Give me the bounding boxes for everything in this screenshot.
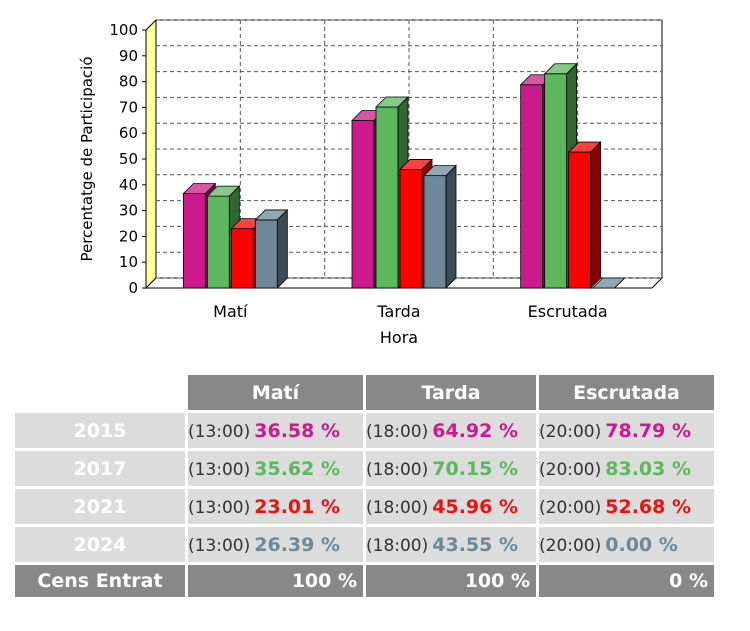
table-row: 2015 (13:00) 36.58 % (18:00) 64.92 % (20:0… xyxy=(15,413,714,448)
y-tick-label: 80 xyxy=(119,73,138,91)
cell-percentage: 52.68 % xyxy=(605,495,692,518)
table-cell: (18:00) 64.92 % xyxy=(366,413,536,448)
bar xyxy=(567,141,602,289)
row-year: 2021 xyxy=(15,489,185,524)
y-tick-label: 30 xyxy=(119,202,138,220)
cell-time: (20:00) xyxy=(539,459,602,480)
table-header-row: Matí Tarda Escrutada xyxy=(15,375,714,410)
y-tick-label: 0 xyxy=(128,279,138,297)
table-cell: (20:00) 78.79 % xyxy=(539,413,714,448)
bar-side xyxy=(445,164,457,289)
table-cell: (13:00) 35.62 % xyxy=(188,451,363,486)
bar-front xyxy=(399,169,423,289)
table-cell: (13:00) 23.01 % xyxy=(188,489,363,524)
table-row: 2021 (13:00) 23.01 % (18:00) 45.96 % (20:0… xyxy=(15,489,714,524)
cell-time: (13:00) xyxy=(188,459,251,480)
table-cell: (13:00) 26.39 % xyxy=(188,527,363,562)
bar-front xyxy=(568,151,592,289)
bar-side xyxy=(590,141,602,289)
table-cell: (18:00) 45.96 % xyxy=(366,489,536,524)
table-cell: (20:00) 83.03 % xyxy=(539,451,714,486)
cell-time: (20:00) xyxy=(539,421,602,442)
cell-time: (13:00) xyxy=(188,535,251,556)
table-row: 2017 (13:00) 35.62 % (18:00) 70.15 % (20:0… xyxy=(15,451,714,486)
cell-percentage: 26.39 % xyxy=(254,533,341,556)
bar xyxy=(423,164,457,289)
cell-time: (18:00) xyxy=(366,535,429,556)
cell-time: (13:00) xyxy=(188,421,251,442)
bar-front xyxy=(254,219,278,289)
column-header-escrutada: Escrutada xyxy=(539,375,714,410)
chart-axes xyxy=(142,29,147,289)
bar xyxy=(591,277,626,289)
cell-percentage: 83.03 % xyxy=(605,457,692,480)
column-header-mati: Matí xyxy=(188,375,363,410)
total-row: Cens Entrat 100 % 100 % 0 % xyxy=(15,565,714,597)
y-tick-label: 20 xyxy=(119,227,138,245)
cell-time: (20:00) xyxy=(539,497,602,518)
cell-time: (18:00) xyxy=(366,497,429,518)
participation-chart: 0 10 20 30 40 50 60 70 80 90 100 Matí Tarda Escrutada… xyxy=(78,18,664,347)
cell-percentage: 64.92 % xyxy=(432,419,519,442)
row-year: 2015 xyxy=(15,413,185,448)
cell-time: (13:00) xyxy=(188,497,251,518)
chart-labels: 0 10 20 30 40 50 60 70 80 90 100 Matí Tarda Escrutada… xyxy=(78,21,608,347)
bar-front xyxy=(351,120,375,289)
y-tick-label: 40 xyxy=(119,176,138,194)
bar xyxy=(254,208,289,289)
cell-time: (20:00) xyxy=(539,535,602,556)
table-cell: (18:00) 43.55 % xyxy=(366,527,536,562)
y-tick-label: 90 xyxy=(119,47,138,65)
bar-front xyxy=(206,195,230,289)
row-year: 2024 xyxy=(15,527,185,562)
table-row: 2024 (13:00) 26.39 % (18:00) 43.55 % (20:0… xyxy=(15,527,714,562)
cell-percentage: 36.58 % xyxy=(254,419,341,442)
bar-side xyxy=(276,208,288,289)
bar-front xyxy=(544,73,568,289)
x-tick-label: Matí xyxy=(213,302,248,321)
cell-time: (18:00) xyxy=(366,421,429,442)
cell-percentage: 35.62 % xyxy=(254,457,341,480)
y-tick-label: 10 xyxy=(119,253,138,271)
row-year: 2017 xyxy=(15,451,185,486)
bar-front xyxy=(375,106,399,289)
y-axis-title: Percentatge de Participació xyxy=(78,56,96,261)
table-cell: (20:00) 52.68 % xyxy=(539,489,714,524)
y-tick-label: 70 xyxy=(119,98,138,116)
cell-percentage: 78.79 % xyxy=(605,419,692,442)
y-tick-label: 100 xyxy=(109,21,138,39)
cell-time: (18:00) xyxy=(366,459,429,480)
cell-percentage: 43.55 % xyxy=(432,533,519,556)
y-tick-label: 50 xyxy=(119,150,138,168)
total-value: 100 % xyxy=(188,565,363,597)
table-cell: (13:00) 36.58 % xyxy=(188,413,363,448)
bar-front xyxy=(182,193,206,289)
cell-percentage: 45.96 % xyxy=(432,495,519,518)
side-wall xyxy=(145,18,157,290)
x-tick-label: Tarda xyxy=(376,302,420,321)
y-tick-label: 60 xyxy=(119,124,138,142)
x-tick-label: Escrutada xyxy=(528,302,608,321)
total-label: Cens Entrat xyxy=(15,565,185,597)
table-cell: (20:00) 0.00 % xyxy=(539,527,714,562)
bar-side xyxy=(614,277,625,289)
cell-percentage: 0.00 % xyxy=(605,533,678,556)
table-cell: (18:00) 70.15 % xyxy=(366,451,536,486)
bar-front xyxy=(520,84,544,289)
cell-percentage: 70.15 % xyxy=(432,457,519,480)
cell-percentage: 23.01 % xyxy=(254,495,341,518)
bar-front xyxy=(423,175,447,289)
results-table: Matí Tarda Escrutada 2015 (13:00) 36.58 %… xyxy=(12,372,717,600)
x-axis-title: Hora xyxy=(380,328,418,347)
bar-front xyxy=(230,228,254,289)
column-header-tarda: Tarda xyxy=(366,375,536,410)
total-value: 100 % xyxy=(366,565,536,597)
table-corner xyxy=(15,375,185,410)
chart-bars xyxy=(182,62,626,289)
total-value: 0 % xyxy=(539,565,714,597)
